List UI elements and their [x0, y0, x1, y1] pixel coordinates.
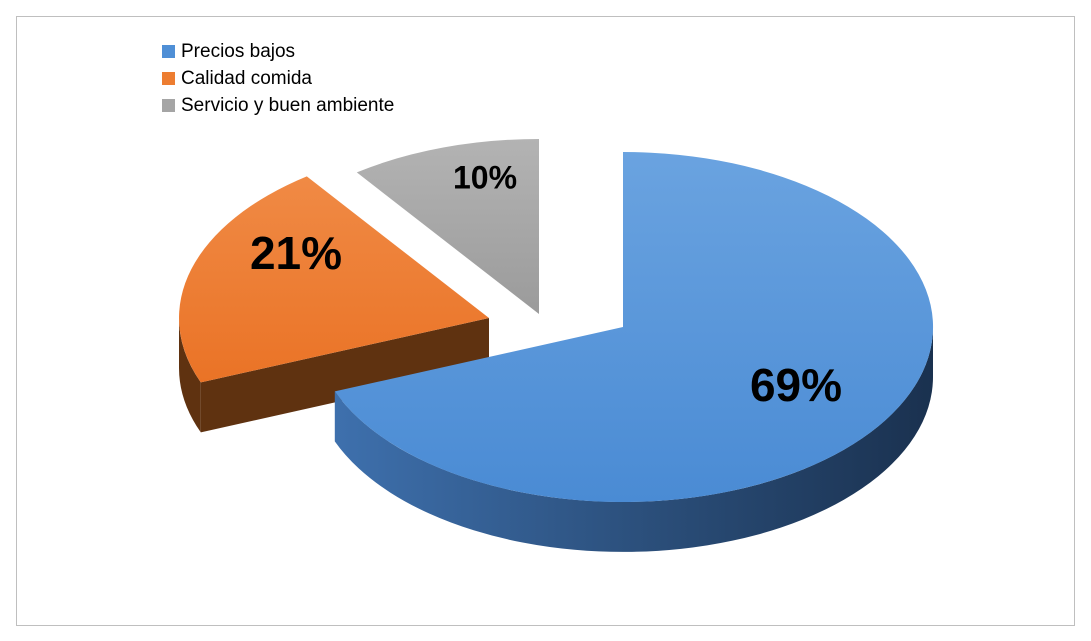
pie-slice-side — [334, 327, 933, 552]
legend-label: Servicio y buen ambiente — [181, 94, 395, 116]
legend-label: Precios bajos — [181, 40, 296, 62]
pie-slice-3 — [356, 139, 539, 314]
chart-legend: Precios bajos Calidad comida Servicio y bu… — [162, 38, 394, 119]
legend-swatch — [162, 45, 175, 58]
data-label: 69% — [750, 359, 842, 411]
pie-slice-side — [179, 318, 201, 433]
pie-slice-2 — [179, 176, 489, 383]
legend-item: Calidad comida — [162, 65, 394, 92]
pie-slice-cut-face — [200, 318, 490, 433]
legend-item: Servicio y buen ambiente — [162, 92, 394, 119]
legend-item: Precios bajos — [162, 38, 394, 65]
data-label: 21% — [250, 227, 342, 279]
legend-label: Calidad comida — [181, 67, 312, 89]
legend-swatch — [162, 72, 175, 85]
legend-swatch — [162, 99, 175, 112]
pie-slice-1 — [334, 152, 934, 502]
data-label: 10% — [453, 159, 517, 195]
